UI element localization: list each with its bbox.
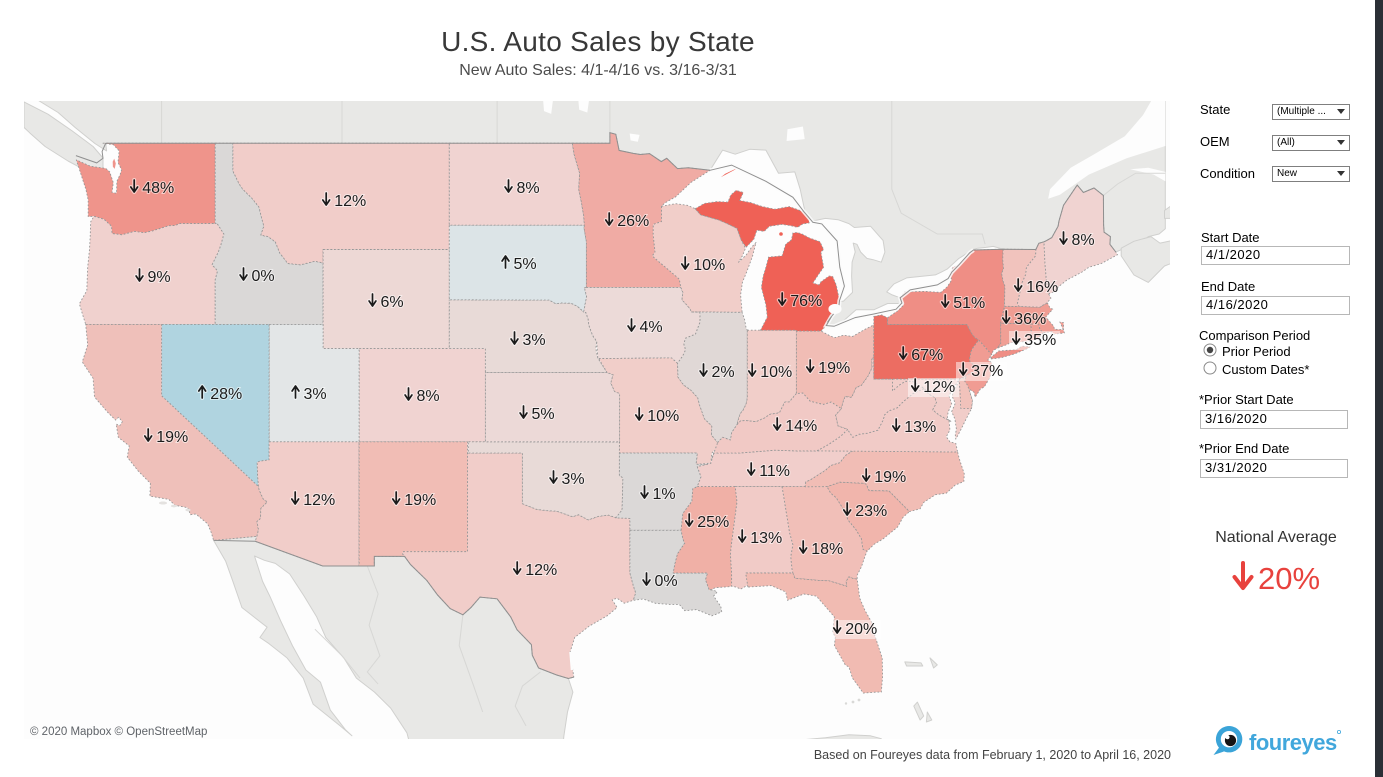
svg-text:8%: 8% bbox=[417, 388, 440, 405]
svg-text:6%: 6% bbox=[381, 294, 404, 311]
svg-text:20%: 20% bbox=[845, 621, 877, 638]
svg-text:19%: 19% bbox=[818, 360, 850, 377]
svg-text:16%: 16% bbox=[1026, 279, 1058, 296]
svg-text:12%: 12% bbox=[525, 562, 557, 579]
svg-text:19%: 19% bbox=[156, 429, 188, 446]
svg-text:51%: 51% bbox=[953, 295, 985, 312]
svg-text:12%: 12% bbox=[923, 379, 955, 396]
svg-text:10%: 10% bbox=[760, 364, 792, 381]
svg-text:20%: 20% bbox=[1258, 561, 1320, 594]
svg-text:14%: 14% bbox=[785, 418, 817, 435]
svg-text:13%: 13% bbox=[750, 530, 782, 547]
svg-text:2%: 2% bbox=[712, 364, 735, 381]
svg-text:13%: 13% bbox=[904, 419, 936, 436]
svg-text:0%: 0% bbox=[252, 268, 275, 285]
svg-text:48%: 48% bbox=[142, 180, 174, 197]
svg-text:1%: 1% bbox=[653, 486, 676, 503]
svg-text:3%: 3% bbox=[523, 332, 546, 349]
svg-text:18%: 18% bbox=[811, 541, 843, 558]
svg-text:0%: 0% bbox=[655, 573, 678, 590]
svg-text:© 2020 Mapbox © OpenStreetMap: © 2020 Mapbox © OpenStreetMap bbox=[30, 726, 207, 738]
svg-text:35%: 35% bbox=[1024, 332, 1056, 349]
svg-text:19%: 19% bbox=[874, 469, 906, 486]
svg-text:76%: 76% bbox=[790, 293, 822, 310]
svg-text:12%: 12% bbox=[334, 193, 366, 210]
svg-text:5%: 5% bbox=[514, 256, 537, 273]
svg-text:19%: 19% bbox=[404, 492, 436, 509]
svg-text:8%: 8% bbox=[1072, 232, 1095, 249]
svg-text:10%: 10% bbox=[647, 408, 679, 425]
svg-text:67%: 67% bbox=[911, 347, 943, 364]
svg-text:8%: 8% bbox=[517, 180, 540, 197]
svg-text:5%: 5% bbox=[532, 406, 555, 423]
svg-text:11%: 11% bbox=[759, 463, 790, 480]
svg-text:9%: 9% bbox=[148, 269, 171, 286]
svg-text:12%: 12% bbox=[303, 492, 335, 509]
svg-text:37%: 37% bbox=[971, 363, 1003, 380]
svg-text:3%: 3% bbox=[304, 386, 327, 403]
svg-text:10%: 10% bbox=[693, 257, 725, 274]
svg-text:26%: 26% bbox=[617, 213, 649, 230]
svg-text:28%: 28% bbox=[210, 386, 242, 403]
svg-text:36%: 36% bbox=[1014, 311, 1046, 328]
svg-text:4%: 4% bbox=[640, 319, 663, 336]
svg-text:25%: 25% bbox=[697, 514, 729, 531]
svg-text:3%: 3% bbox=[562, 471, 585, 488]
svg-text:foureyes: foureyes bbox=[1249, 730, 1337, 755]
svg-text:23%: 23% bbox=[855, 503, 887, 520]
